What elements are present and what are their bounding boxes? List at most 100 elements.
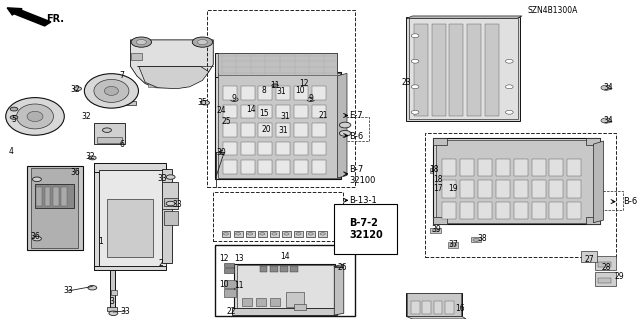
Text: 2: 2 [159,259,163,268]
Bar [318,231,327,237]
Polygon shape [593,141,604,223]
Bar [471,237,481,242]
Text: 22: 22 [227,308,236,316]
Text: 8: 8 [262,86,267,95]
Circle shape [308,233,313,235]
Bar [532,202,546,219]
Text: B-7-2
32120: B-7-2 32120 [349,218,383,240]
Circle shape [136,40,147,45]
Text: 1: 1 [98,237,103,246]
Bar [241,123,255,137]
Text: 38: 38 [478,234,488,243]
Text: 18: 18 [429,165,439,174]
Bar [213,192,342,241]
Circle shape [307,98,314,101]
Bar [61,187,67,206]
Bar [27,166,83,250]
Circle shape [88,156,96,160]
Bar [478,202,492,219]
Bar [218,53,337,75]
Bar [260,88,269,92]
Bar [467,24,481,116]
Text: 27: 27 [584,255,594,263]
Bar [597,191,623,210]
Bar [163,169,172,263]
Text: 33: 33 [157,174,167,183]
Circle shape [236,233,241,235]
Bar [53,187,59,206]
Circle shape [412,59,419,63]
Bar [246,231,255,237]
Text: 36: 36 [30,232,40,241]
Circle shape [109,311,118,315]
Text: 14: 14 [280,252,289,261]
Bar [223,142,237,155]
Text: 12: 12 [300,79,309,88]
FancyArrow shape [7,8,51,26]
Circle shape [506,110,513,114]
Bar [312,142,326,155]
Bar [169,73,184,87]
Circle shape [473,238,479,241]
Bar [586,217,600,224]
Bar [294,86,308,100]
Text: 33: 33 [172,200,182,209]
Circle shape [296,233,301,235]
Bar [164,211,179,225]
Text: 21: 21 [319,111,328,120]
Bar [224,108,232,111]
Text: 32: 32 [86,152,95,161]
Bar [408,293,461,316]
Bar [270,231,279,237]
Bar [422,301,431,314]
Circle shape [412,34,419,38]
Bar [433,138,447,145]
Bar [514,159,528,176]
Circle shape [197,40,207,45]
Text: B-6: B-6 [349,132,363,141]
Bar [294,231,303,237]
Bar [107,307,117,311]
Bar [223,123,237,137]
Circle shape [506,59,513,63]
Circle shape [272,233,277,235]
Text: 5: 5 [12,115,17,124]
Bar [312,86,326,100]
Circle shape [601,118,611,123]
Bar [276,86,291,100]
Bar [148,73,166,87]
Bar [221,103,236,112]
Circle shape [272,84,278,87]
Bar [242,298,252,306]
Bar [241,86,255,100]
Bar [259,105,273,118]
Bar [223,86,237,100]
Bar [433,301,442,314]
Text: 18: 18 [433,175,443,184]
Circle shape [88,286,97,290]
Text: 12: 12 [220,254,229,263]
Text: 31: 31 [276,87,286,96]
Bar [595,272,616,286]
Text: 24: 24 [217,106,227,115]
Bar [270,266,278,272]
Bar [259,123,273,137]
Circle shape [320,233,325,235]
Text: 29: 29 [614,272,623,281]
Bar [287,292,305,307]
Circle shape [280,127,287,131]
Text: FR.: FR. [46,13,64,24]
Bar [294,123,308,137]
Bar [409,18,518,119]
Ellipse shape [94,79,129,102]
Circle shape [10,115,18,119]
Bar [94,163,166,172]
Bar [276,123,291,137]
Bar [215,53,337,77]
Bar [218,73,340,178]
Circle shape [432,229,438,232]
Bar [14,118,22,124]
Bar [442,159,456,176]
Bar [306,231,315,237]
Bar [276,105,291,118]
